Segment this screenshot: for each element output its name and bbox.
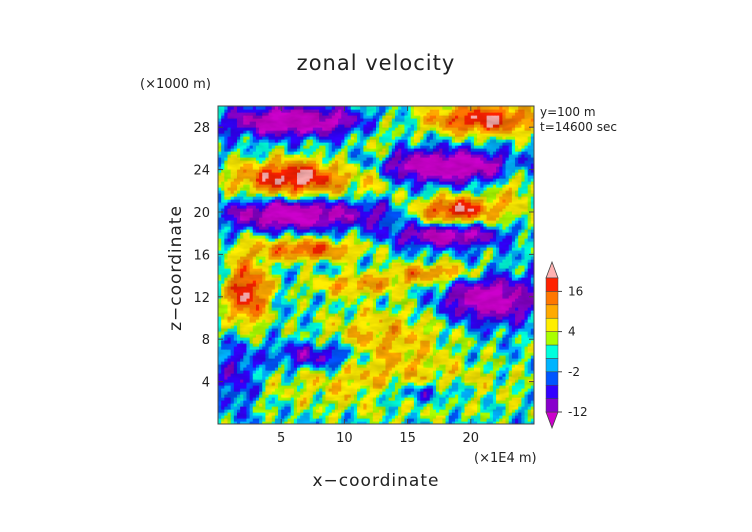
y-unit-label: (×1000 m) <box>140 77 211 92</box>
annotation-y: y=100 m <box>540 105 596 119</box>
annotation-t: t=14600 sec <box>540 120 617 134</box>
chart-title: zonal velocity <box>297 51 456 75</box>
velocity-field <box>218 106 534 424</box>
